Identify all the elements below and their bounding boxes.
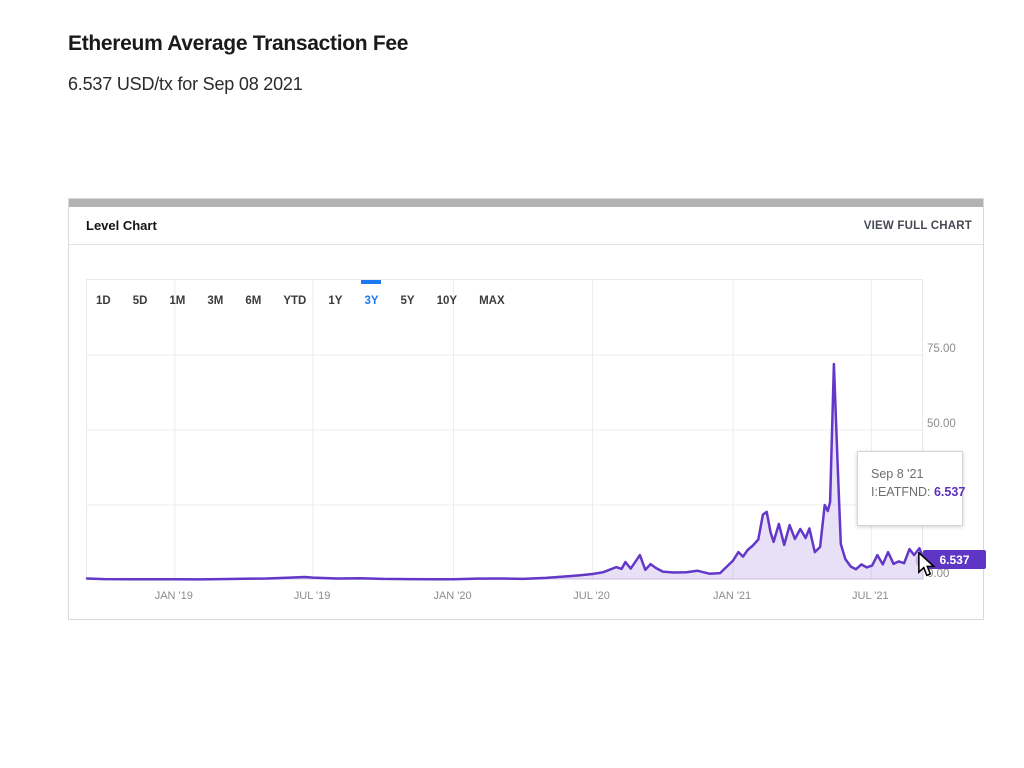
view-full-chart-link[interactable]: VIEW FULL CHART xyxy=(863,219,972,232)
hover-tooltip: Sep 8 '21 I:EATFND: 6.537 xyxy=(857,451,965,526)
current-value-subtitle: 6.537 USD/tx for Sep 08 2021 xyxy=(68,74,303,94)
x-tick-label: JAN '20 xyxy=(433,590,472,602)
last-value-badge: 6.537 xyxy=(923,550,986,569)
series-line xyxy=(85,362,926,581)
range-button-10y[interactable]: 10Y xyxy=(436,295,458,307)
range-button-1m[interactable]: 1M xyxy=(169,295,186,307)
range-button-5y[interactable]: 5Y xyxy=(400,295,415,307)
x-tick-label: JUL '21 xyxy=(852,590,889,602)
card-header-title: Level Chart xyxy=(86,218,157,233)
card-accent-bar xyxy=(69,199,983,207)
tooltip-date: Sep 8 '21 xyxy=(871,467,924,481)
range-button-1y[interactable]: 1Y xyxy=(328,295,343,307)
mouse-cursor-icon xyxy=(918,552,936,577)
range-button-5d[interactable]: 5D xyxy=(132,295,148,307)
level-chart-card: Level Chart VIEW FULL CHART 1D 5D 1M 3M 6M YT… xyxy=(68,198,986,621)
range-button-3m[interactable]: 3M xyxy=(207,295,224,307)
tooltip-series-label: I:EATFND: xyxy=(871,485,931,499)
tooltip-series-row: I:EATFND: 6.537 xyxy=(871,483,965,502)
card-header: Level Chart VIEW FULL CHART xyxy=(69,207,983,245)
y-tick-label: 75.00 xyxy=(927,343,956,355)
price-line-chart xyxy=(85,280,933,581)
range-button-6m[interactable]: 6M xyxy=(245,295,262,307)
x-tick-label: JUL '19 xyxy=(293,590,331,602)
tooltip-value: 6.537 xyxy=(933,485,966,499)
y-tick-label: 50.00 xyxy=(927,418,956,430)
range-button-1d[interactable]: 1D xyxy=(96,295,111,307)
page-title: Ethereum Average Transaction Fee xyxy=(68,32,409,55)
y-tick-label: 0.00 xyxy=(927,568,950,580)
range-button-3y[interactable]: 3Y xyxy=(353,294,389,309)
x-tick-label: JUL '20 xyxy=(573,590,610,602)
area-fill xyxy=(87,364,924,580)
plot-area[interactable]: 1D 5D 1M 3M 6M YTD 1Y 3Y 5Y 10Y MAX xyxy=(85,279,933,581)
range-buttons: 1D 5D 1M 3M 6M YTD 1Y 3Y 5Y 10Y MAX xyxy=(85,294,516,309)
x-tick-label: JAN '21 xyxy=(712,590,752,602)
x-tick-label: JAN '19 xyxy=(154,590,193,602)
range-button-ytd[interactable]: YTD xyxy=(283,295,307,307)
range-button-max[interactable]: MAX xyxy=(479,295,505,307)
